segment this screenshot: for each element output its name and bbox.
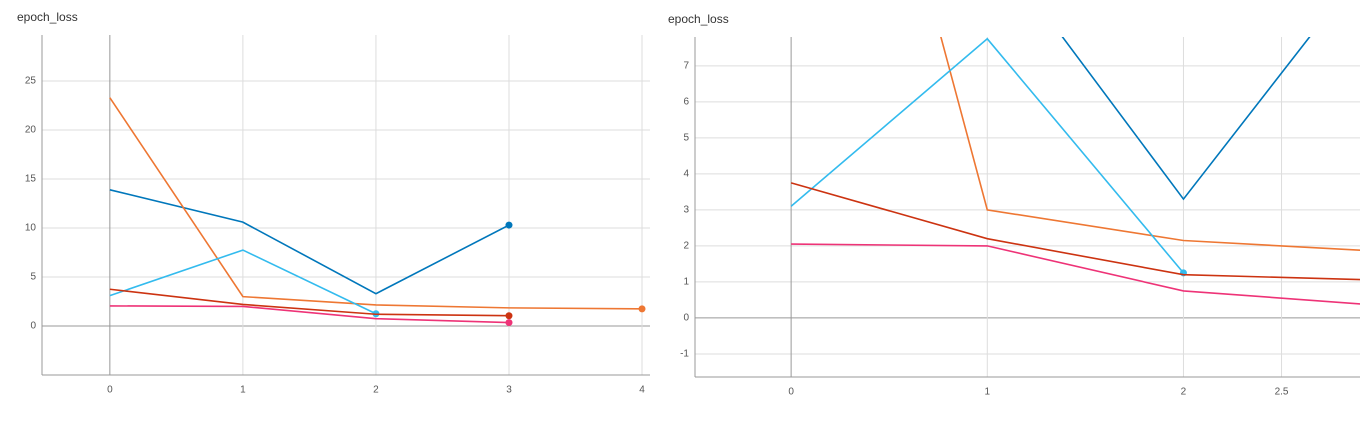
y-tick-label: 2 (683, 241, 689, 252)
chart-title: epoch_loss (668, 12, 729, 26)
y-tick-label: 25 (25, 76, 37, 87)
series-line (109, 249, 377, 315)
x-tick-label: 0 (788, 387, 794, 398)
endpoint-dot (505, 312, 513, 320)
y-tick-label: 4 (683, 169, 689, 180)
y-tick-label: 15 (25, 174, 37, 185)
y-tick-label: 10 (25, 223, 37, 234)
plot-area (109, 97, 646, 327)
chart: epoch_loss -1 0 1 2 3 4 5 6 7 0 1 2 2.5 (668, 12, 1360, 398)
y-tick-label: 0 (683, 313, 689, 324)
y-tick-label: 5 (683, 132, 689, 143)
x-tick-label: 1 (240, 385, 246, 396)
x-tick-label: 2.5 (1275, 387, 1289, 398)
y-tick-label: 1 (683, 277, 689, 288)
y-tick-label: 20 (25, 125, 37, 136)
series-line (791, 243, 1360, 305)
series-line (109, 305, 509, 324)
y-tick-label: 5 (30, 272, 36, 283)
plot-area (790, 37, 1360, 305)
series-line (940, 37, 1360, 252)
series-line (109, 189, 510, 295)
endpoint-dot (505, 319, 513, 327)
x-tick-label: 3 (506, 385, 512, 396)
series-line (790, 182, 1360, 281)
chart: epoch_loss 0 5 10 15 20 25 0 1 2 3 4 (17, 10, 650, 396)
series-line (109, 97, 643, 310)
y-tick-label: 6 (683, 96, 689, 107)
x-tick-label: 0 (107, 385, 113, 396)
y-tick-label: -1 (680, 349, 689, 360)
x-tick-label: 4 (639, 385, 645, 396)
y-tick-label: 0 (30, 321, 36, 332)
x-tick-label: 2 (1181, 387, 1187, 398)
series-line (1061, 37, 1311, 201)
x-tick-label: 1 (985, 387, 991, 398)
y-tick-label: 7 (683, 60, 689, 71)
y-tick-label: 3 (683, 205, 689, 216)
chart-title: epoch_loss (17, 10, 78, 24)
endpoint-dot (505, 221, 513, 229)
endpoint-dot (638, 305, 646, 313)
series-line (109, 288, 509, 317)
series-line (790, 37, 1185, 274)
x-tick-label: 2 (373, 385, 379, 396)
